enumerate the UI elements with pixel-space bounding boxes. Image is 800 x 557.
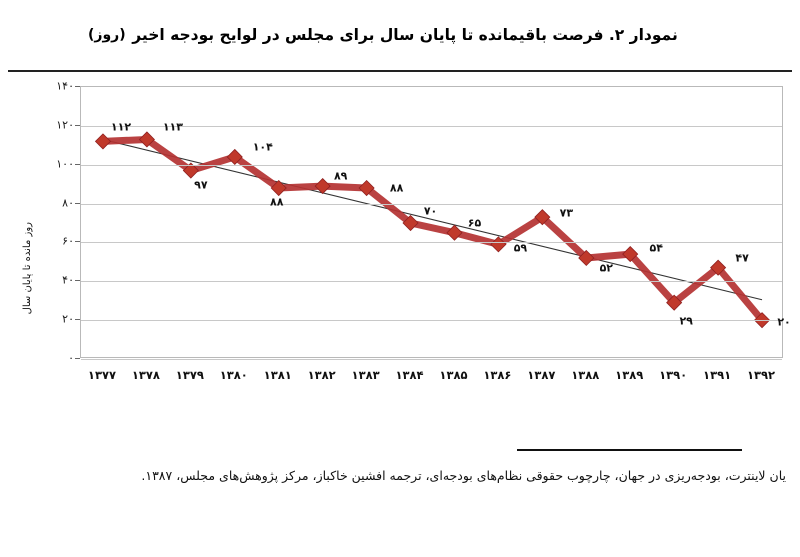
data-point-label: ۵۴	[649, 241, 663, 255]
data-point-label: ۱۱۳	[162, 120, 183, 134]
y-tick-label: ۲۰	[62, 312, 74, 326]
x-tick-label: ۱۳۸۸	[571, 368, 600, 382]
x-tick-label: ۱۳۷۷	[87, 368, 117, 382]
source-note: یان لاینترت، بودجه‌ریزی در جهان، چارچوب …	[141, 468, 786, 483]
y-tick-label: ۱۴۰	[56, 79, 74, 93]
x-tick-label: ۱۳۷۸	[131, 368, 160, 382]
data-point-marker[interactable]	[578, 249, 595, 267]
y-tick-mark	[75, 202, 80, 204]
x-tick-label: ۱۳۹۲	[746, 368, 776, 382]
gridline	[81, 359, 782, 360]
y-tick-label: ۱۰۰	[56, 157, 74, 171]
x-tick-label: ۱۳۹۱	[703, 368, 732, 382]
data-point-label: ۵۲	[599, 261, 613, 275]
data-point-label: ۱۰۴	[252, 140, 273, 154]
y-tick-label: ۶۰	[62, 234, 74, 248]
data-point-label: ۵۹	[513, 241, 528, 255]
data-point-marker[interactable]	[358, 179, 375, 197]
x-tick-label: ۱۳۸۵	[439, 368, 468, 382]
data-point-label: ۸۹	[333, 169, 348, 183]
data-point-marker[interactable]	[94, 133, 112, 150]
data-point-marker[interactable]	[534, 209, 551, 226]
data-point-marker[interactable]	[666, 294, 683, 311]
y-axis-ticks: ۱۴۰ ۱۲۰ ۱۰۰ ۸۰ ۶۰ ۴۰ ۲۰ ۰	[26, 80, 80, 365]
x-tick-label: ۱۳۸۶	[483, 368, 512, 382]
footer-divider	[517, 449, 742, 451]
x-tick-label: ۱۳۷۹	[175, 368, 204, 382]
data-point-label: ۹۷	[194, 178, 208, 192]
data-point-label: ۸۸	[389, 181, 404, 195]
y-tick-mark	[75, 163, 80, 165]
gridline	[81, 125, 782, 127]
x-tick-label: ۱۳۹۰	[659, 368, 688, 382]
data-point-label: ۷۳	[559, 206, 574, 220]
page-title: نمودار ۲. فرصت باقیمانده تا پایان سال بر…	[132, 26, 678, 44]
y-tick-label: ۸۰	[62, 196, 74, 210]
data-point-marker[interactable]	[314, 178, 331, 195]
x-tick-label: ۱۳۸۱	[263, 368, 292, 382]
y-tick-label: ۰	[68, 351, 74, 365]
y-tick-mark	[75, 280, 80, 282]
data-point-marker[interactable]	[270, 179, 287, 197]
data-point-marker[interactable]	[182, 162, 199, 179]
data-point-label: ۸۸	[270, 195, 284, 209]
y-tick-mark	[75, 124, 80, 126]
series-svg	[94, 131, 771, 329]
y-tick-mark	[75, 358, 80, 359]
y-tick-label: ۴۰	[62, 273, 74, 287]
gridline	[81, 320, 782, 322]
x-tick-label: ۱۳۸۷	[527, 368, 556, 382]
data-point-label: ۲۹	[679, 314, 693, 328]
y-tick-label: ۱۲۰	[56, 118, 74, 132]
x-tick-label: ۱۳۸۳	[351, 368, 380, 382]
gridline	[81, 242, 782, 244]
data-point-marker[interactable]	[446, 224, 463, 241]
x-tick-label: ۱۳۸۹	[615, 368, 644, 382]
y-tick-mark	[75, 86, 80, 87]
gridline	[81, 203, 782, 205]
data-point-marker[interactable]	[622, 246, 639, 263]
data-point-marker[interactable]	[402, 214, 419, 232]
data-point-label: ۶۵	[467, 216, 482, 230]
title-unit-label: (روز)	[88, 27, 126, 43]
x-tick-label: ۱۳۸۰	[219, 368, 248, 382]
data-point-label: ۴۷	[735, 251, 749, 265]
chart-frame: روز مانده تا پایان سال ۱۴۰ ۱۲۰ ۱۰۰ ۸۰ ۶۰ ۴۰ ۲۰…	[8, 70, 792, 388]
plot-area: ۱۱۲ ۱۱۳ ۹۷ ۱۰۴ ۸۸ ۸۹ ۸۸ ۷۰ ۶۵ ۵۹ ۷۳ ۵۲ ۵۴ ۲۹ ۴۷ ۲۰	[80, 86, 790, 360]
data-point-marker[interactable]	[710, 259, 727, 276]
data-point-label: ۷۰	[423, 204, 438, 218]
gridline	[81, 281, 782, 283]
data-point-marker[interactable]	[138, 131, 155, 148]
y-tick-mark	[75, 241, 80, 243]
data-point-marker[interactable]	[490, 236, 507, 253]
data-point-marker[interactable]	[226, 148, 243, 166]
x-axis-ticks: ۱۳۷۷ ۱۳۷۸ ۱۳۷۹ ۱۳۸۰ ۱۳۸۱ ۱۳۸۲ ۱۳۸۳ ۱۳۸۴ ۱۳۸۵ ۱۳۸۶…	[80, 362, 783, 388]
x-tick-label: ۱۳۸۲	[307, 368, 336, 382]
data-line	[99, 135, 766, 324]
x-tick-label: ۱۳۸۴	[395, 368, 424, 382]
gridline	[81, 164, 782, 166]
data-point-label: ۲۰	[777, 315, 791, 329]
y-tick-mark	[75, 319, 80, 321]
data-point-label: ۱۱۲	[110, 120, 132, 134]
